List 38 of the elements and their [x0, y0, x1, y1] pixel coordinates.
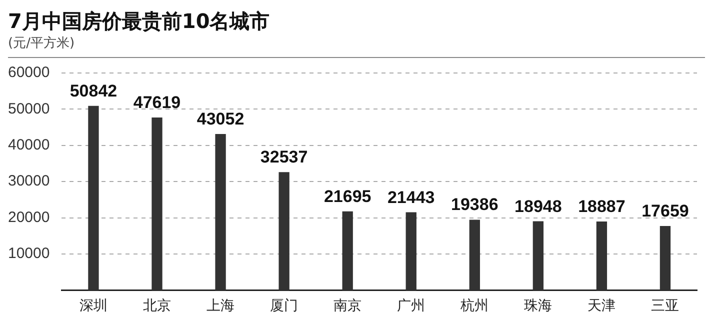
bar	[278, 172, 290, 290]
data-label: 43052	[196, 110, 244, 129]
data-label: 18948	[514, 196, 562, 216]
x-tick-label: 深圳	[79, 298, 108, 314]
data-label: 21443	[387, 188, 435, 207]
bar	[215, 134, 226, 290]
data-label: 18887	[578, 197, 626, 216]
x-tick-label: 珠海	[524, 298, 552, 314]
data-label: 32537	[260, 148, 308, 167]
bar	[596, 222, 608, 290]
x-tick-label: 三亚	[651, 298, 680, 314]
bar	[342, 211, 353, 290]
x-tick-label: 厦门	[270, 298, 298, 314]
y-tick-label: 20000	[8, 208, 50, 226]
data-label: 50842	[70, 81, 118, 100]
x-tick-label: 杭州	[460, 298, 489, 314]
y-tick-label: 60000	[8, 64, 50, 82]
x-tick-label: 北京	[143, 298, 172, 314]
x-tick-label: 南京	[334, 298, 362, 314]
y-tick-label: 50000	[8, 100, 50, 118]
data-label: 47619	[133, 93, 181, 112]
bar	[532, 221, 544, 290]
bar	[152, 117, 162, 290]
chart-title: 7月中国房价最贵前10名城市	[8, 8, 271, 34]
x-tick-label: 广州	[397, 298, 426, 314]
bar	[88, 106, 99, 290]
data-label: 17659	[642, 201, 689, 220]
x-tick-label: 天津	[588, 298, 616, 314]
x-tick-label: 上海	[206, 298, 235, 314]
data-label: 21695	[324, 186, 372, 206]
y-tick-label: 30000	[8, 172, 50, 190]
bar	[406, 212, 416, 290]
y-tick-label: 10000	[8, 245, 50, 262]
bar	[469, 220, 480, 290]
y-tick-label: 40000	[8, 136, 50, 154]
y-axis-title: (元/平方米)	[8, 34, 705, 58]
data-label: 19386	[451, 195, 498, 214]
bar	[660, 226, 671, 290]
